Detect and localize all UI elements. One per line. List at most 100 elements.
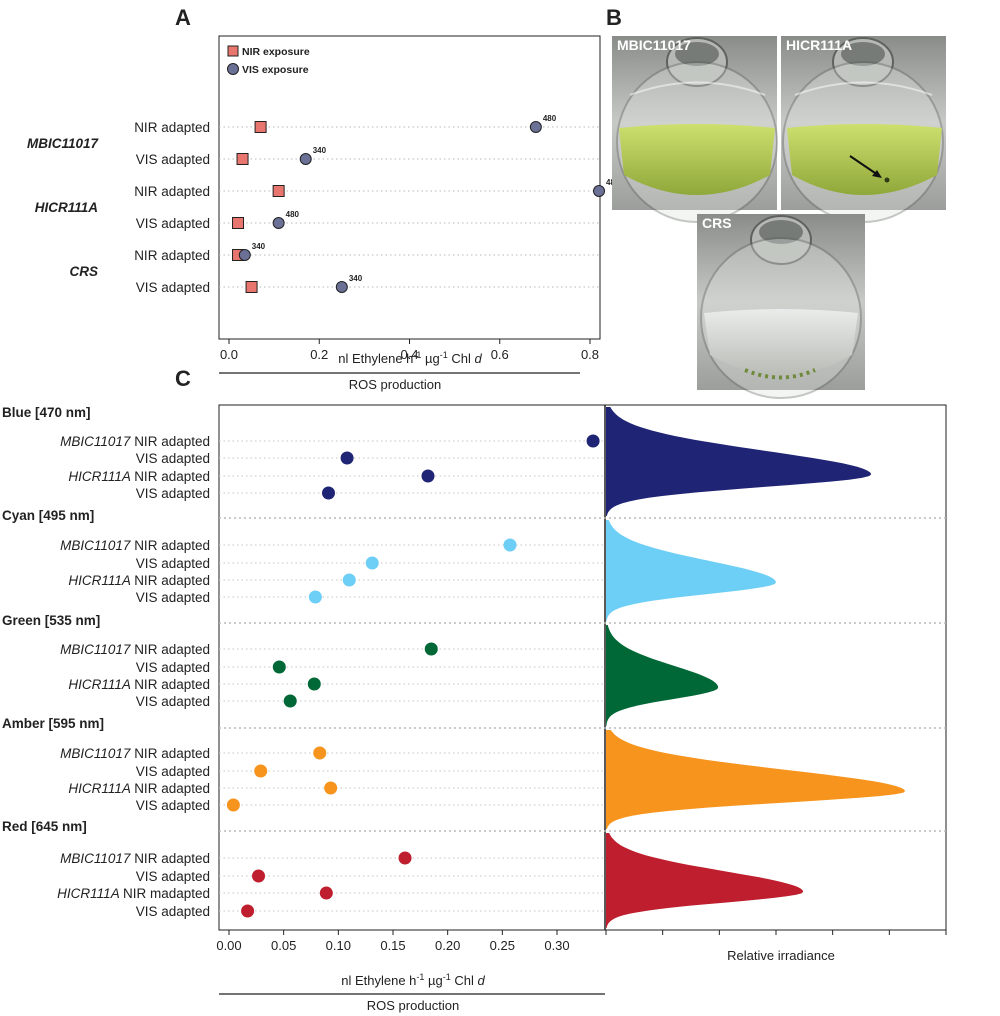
panel-c-row-label: VIS adapted (136, 764, 210, 779)
panel-a-gridlines (219, 126, 600, 288)
panel-c-letter: C (175, 366, 191, 391)
panel-c-row-label: VIS adapted (136, 556, 210, 571)
panel-c-point (307, 677, 321, 691)
panel-c-point (226, 798, 240, 812)
panel-a-row-labels: NIR adapted VIS adapted NIR adapted VIS ada… (27, 120, 210, 295)
panel-a-row-label: NIR adapted (134, 248, 210, 263)
panel-c-group-label: Red [645 nm] (2, 819, 87, 834)
panel-c-x-tick-label: 0.25 (490, 938, 515, 953)
panel-c-row-label: VIS adapted (136, 694, 210, 709)
panel-a-strain-label: CRS (69, 264, 98, 279)
panel-a-point-note: 340 (252, 242, 266, 251)
panel-c-x-axis: 0.00 0.05 0.10 0.15 0.20 0.25 0.30 (216, 930, 947, 953)
panel-c-row-label: MBIC11017 NIR adapted (60, 538, 210, 553)
panel-c-row-labels: Blue [470 nm] MBIC11017 NIR adapted VIS ad… (2, 405, 210, 919)
panel-c-point (586, 434, 600, 448)
panel-c-point (319, 886, 333, 900)
panel-a-x-tick-label: 0.0 (220, 347, 238, 362)
panel-c-row-label: VIS adapted (136, 869, 210, 884)
panel-c-group-label: Amber [595 nm] (2, 716, 104, 731)
panel-a-row-label: NIR adapted (134, 184, 210, 199)
panel-c-chart: Blue [470 nm] MBIC11017 NIR adapted VIS ad… (2, 404, 947, 1013)
panel-a-subtitle: ROS production (349, 377, 442, 392)
panel-a-point-note: 340 (349, 274, 363, 283)
panel-a-vis-point (335, 281, 348, 293)
panel-c-row-label: HICR111A NIR adapted (68, 469, 210, 484)
panel-c-row-label: MBIC11017 NIR adapted (60, 642, 210, 657)
panel-c-row-label: VIS adapted (136, 486, 210, 501)
panel-c-point (308, 590, 322, 604)
panel-a-x-tick-label: 0.4 (400, 347, 418, 362)
panel-a-point-note: 340 (313, 146, 327, 155)
panel-a-x-axis-title: nl Ethylene h-1 µg-1 Chl d (338, 350, 482, 366)
panel-c-spectrum (606, 833, 804, 928)
panel-c-point (321, 486, 335, 500)
legend-nir-label: NIR exposure (242, 46, 310, 58)
photo-mbic11017: MBIC11017 (612, 36, 778, 223)
panel-b-photos: MBIC11017 HICR111A CRS (612, 36, 946, 399)
panel-c-point (241, 904, 255, 918)
panel-c-row-label: MBIC11017 NIR adapted (60, 746, 210, 761)
panel-c-row-label: HICR111A NIR madapted (57, 886, 210, 901)
panel-c-point (313, 746, 327, 760)
panel-a-row-label: VIS adapted (136, 280, 210, 295)
panel-c-point (365, 556, 379, 570)
panel-c-x-tick-label: 0.30 (544, 938, 569, 953)
panel-a-nir-point (232, 217, 245, 229)
panel-c-point (324, 781, 338, 795)
panel-a-x-axis: 0.0 0.2 0.4 0.6 0.8 (220, 339, 599, 362)
panel-a-row-label: VIS adapted (136, 152, 210, 167)
legend-vis-marker (227, 63, 239, 75)
panel-c-point (424, 642, 438, 656)
panel-c-subtitle: ROS production (367, 998, 460, 1013)
panel-c-point (398, 851, 412, 865)
panel-a-nir-point (254, 121, 267, 133)
panel-c-spectrum (606, 520, 776, 621)
panel-c-row-label: VIS adapted (136, 798, 210, 813)
arrow-icon (849, 155, 879, 176)
panel-a-row-label: VIS adapted (136, 216, 210, 231)
panel-c-x-tick-label: 0.15 (380, 938, 405, 953)
panel-a-strain-label: HICR111A (35, 200, 98, 215)
photo-hicr111a: HICR111A (781, 36, 946, 223)
panel-c-gridlines (219, 440, 946, 912)
panel-a-point-note: 480 (286, 210, 300, 219)
panel-c-point (342, 573, 356, 587)
panel-c-x-tick-label: 0.00 (216, 938, 241, 953)
panel-a-vis-point (593, 185, 606, 197)
panel-a-nir-point (272, 185, 285, 197)
panel-c-row-label: MBIC11017 NIR adapted (60, 434, 210, 449)
photo-crs: CRS (697, 214, 865, 399)
panel-c-row-label: VIS adapted (136, 660, 210, 675)
panel-c-point (254, 764, 268, 778)
panel-c-spectra (606, 407, 906, 928)
panel-c-group-label: Cyan [495 nm] (2, 508, 94, 523)
panel-c-spectrum (606, 730, 906, 829)
panel-c-group-label: Green [535 nm] (2, 613, 100, 628)
photo-crs-label: CRS (702, 215, 732, 231)
photo-mbic11017-label: MBIC11017 (617, 37, 691, 53)
panel-a-nir-point (236, 153, 249, 165)
panel-c-group-label: Blue [470 nm] (2, 405, 91, 420)
panel-a-vis-point (299, 153, 312, 165)
panel-c-point (283, 694, 297, 708)
panel-c-row-label: MBIC11017 NIR adapted (60, 851, 210, 866)
panel-c-spectrum (606, 625, 719, 726)
panel-c-point (340, 451, 354, 465)
panel-c-row-label: VIS adapted (136, 451, 210, 466)
panel-c-row-label: HICR111A NIR adapted (68, 573, 210, 588)
panel-c-point (421, 469, 435, 483)
legend-vis-label: VIS exposure (242, 64, 309, 76)
panel-a-vis-point (529, 121, 542, 133)
panel-a-vis-point (272, 217, 285, 229)
panel-b-letter: B (606, 5, 622, 30)
panel-a-x-tick-label: 0.6 (491, 347, 509, 362)
panel-c-spectrum-label: Relative irradiance (727, 948, 835, 963)
panel-a-marks: 480340480480340340 (232, 114, 620, 293)
panel-a-letter: A (175, 5, 191, 30)
panel-a-x-tick-label: 0.2 (310, 347, 328, 362)
panel-a-vis-point (238, 249, 251, 261)
legend-nir-marker (227, 45, 239, 57)
